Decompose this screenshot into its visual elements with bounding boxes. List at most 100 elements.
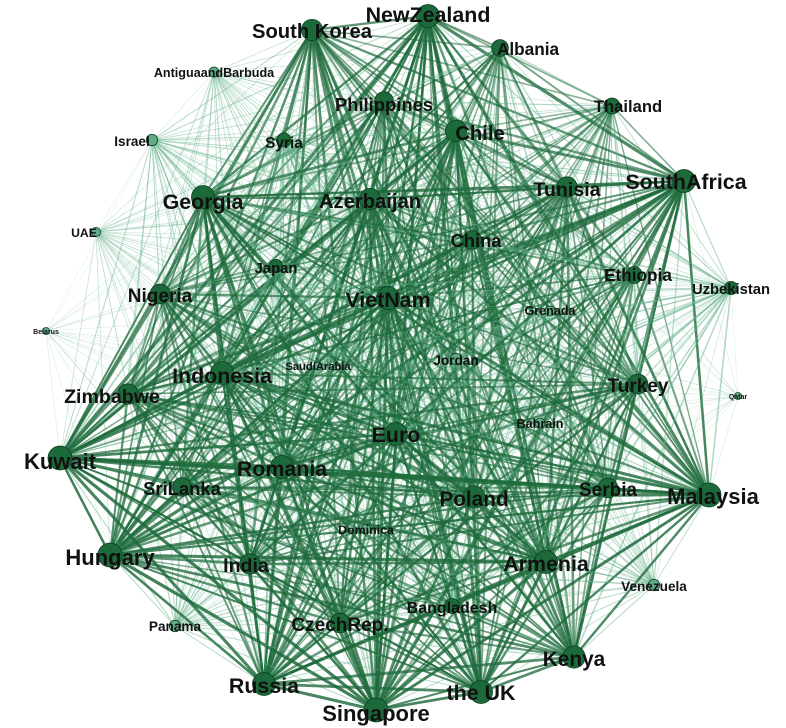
node-southafrica[interactable] — [672, 169, 696, 193]
node-label-israel: Israel — [114, 134, 150, 149]
node-serbia[interactable] — [597, 477, 619, 499]
edge-romania-hungary — [108, 465, 284, 557]
edge-nigeria-hungary — [109, 293, 161, 556]
node-southkorea[interactable] — [300, 18, 323, 42]
node-japan[interactable] — [268, 258, 283, 273]
edge-india-theuk — [249, 563, 482, 693]
node-kuwait[interactable] — [47, 445, 73, 471]
node-jordan[interactable] — [449, 352, 463, 366]
edge-japan-qatar — [275, 265, 739, 397]
edge-poland-bangladesh — [451, 496, 475, 607]
edge-albania-china — [471, 47, 501, 241]
edge-saudiarabia-serbia — [317, 365, 609, 489]
edge-bahrain-euro — [395, 422, 541, 435]
edge-nigeria-vietnam — [158, 292, 390, 300]
edge-turkey-kenya — [572, 382, 640, 659]
edge-india-czechrep — [249, 563, 341, 624]
edge-grenada-singapore — [375, 310, 551, 711]
node-poland[interactable] — [462, 485, 486, 509]
node-grenada[interactable] — [544, 305, 556, 317]
node-chile[interactable] — [444, 120, 467, 143]
edge-saudiarabia-indonesia — [221, 365, 319, 374]
node-armenia[interactable] — [534, 550, 558, 574]
node-belarus[interactable] — [42, 327, 50, 335]
edge-southkorea-tunisia — [310, 28, 569, 189]
node-bahrain[interactable] — [534, 417, 546, 429]
edge-china-venezuela — [471, 239, 655, 586]
node-albania[interactable] — [491, 39, 509, 57]
node-zimbabwe[interactable] — [117, 383, 139, 405]
edge-ethiopia-serbia — [607, 274, 635, 489]
edge-uae-zimbabwe — [95, 231, 129, 395]
edge-azerbaijan-turkey — [368, 197, 640, 386]
edge-romania-poland — [281, 466, 475, 498]
node-label-southafrica: SouthAfrica — [625, 170, 747, 194]
edge-nigeria-jordan — [159, 293, 457, 360]
edge-nigeria-zimbabwe — [126, 292, 162, 396]
node-kenya[interactable] — [562, 645, 586, 669]
node-czechrep[interactable] — [329, 612, 351, 634]
node-hungary[interactable] — [97, 542, 123, 568]
node-uae[interactable] — [91, 226, 102, 237]
node-uzbekistan[interactable] — [724, 280, 739, 295]
edge-nigeria-malaysia — [158, 292, 711, 497]
edge-nigeria-russia — [158, 292, 266, 686]
node-georgia[interactable] — [191, 185, 215, 209]
node-ethiopia[interactable] — [625, 266, 643, 284]
node-euro[interactable] — [384, 422, 408, 446]
edge-indonesia-qatar — [221, 372, 739, 397]
edge-ethiopia-hungary — [109, 274, 635, 556]
edge-panama-singapore — [174, 625, 377, 711]
node-russia[interactable] — [252, 672, 276, 696]
node-malaysia[interactable] — [696, 482, 722, 508]
node-panama[interactable] — [168, 619, 182, 633]
node-antigua[interactable] — [208, 66, 220, 78]
node-saudiarabia[interactable] — [313, 361, 323, 371]
node-china[interactable] — [462, 230, 482, 250]
node-philippines[interactable] — [374, 91, 394, 111]
node-tunisia[interactable] — [556, 176, 578, 198]
node-dominica[interactable] — [360, 523, 372, 535]
node-nigeria[interactable] — [149, 283, 171, 305]
node-singapore[interactable] — [363, 697, 389, 723]
node-romania[interactable] — [270, 455, 294, 479]
edge-grenada-venezuela — [549, 310, 655, 586]
edge-indonesia-armenia — [220, 371, 548, 564]
edge-uzbekistan-venezuela — [653, 287, 732, 586]
node-azerbaijan[interactable] — [358, 187, 381, 210]
edge-uzbekistan-indonesia — [221, 287, 732, 374]
node-venezuela[interactable] — [647, 578, 661, 592]
node-srilanka[interactable] — [172, 477, 192, 497]
edge-uzbekistan-jordan — [455, 287, 732, 360]
node-thailand[interactable] — [603, 97, 621, 115]
node-india[interactable] — [239, 553, 261, 575]
edge-serbia-hungary — [108, 486, 610, 557]
edge-bangladesh-kenya — [451, 605, 575, 658]
edge-albania-uzbekistan — [499, 47, 732, 289]
node-label-singapore: Singapore — [322, 701, 430, 726]
edge-uzbekistan-turkey — [637, 287, 732, 385]
edge-ethiopia-turkey — [633, 274, 639, 385]
node-vietnam[interactable] — [376, 286, 400, 310]
edge-ethiopia-vietnam — [387, 274, 635, 299]
edge-bahrain-russia — [263, 422, 541, 685]
node-syria[interactable] — [276, 132, 292, 148]
edge-georgia-vietnam — [201, 195, 390, 300]
node-theuk[interactable] — [469, 680, 493, 704]
edge-hungary-russia — [108, 553, 266, 686]
node-bangladesh[interactable] — [444, 598, 460, 614]
node-israel[interactable] — [145, 133, 159, 147]
edge-syria-southafrica — [283, 139, 685, 182]
node-indonesia[interactable] — [210, 361, 234, 385]
edge-antigua-syria — [213, 71, 285, 141]
node-label-china: China — [450, 230, 502, 251]
edge-belarus-venezuela — [45, 330, 655, 586]
node-newzealand[interactable] — [416, 4, 440, 28]
node-qatar[interactable] — [734, 392, 742, 400]
edge-philippines-china — [383, 100, 473, 241]
edge-uzbekistan-malaysia — [708, 287, 732, 496]
edge-chile-bangladesh — [451, 130, 457, 607]
edge-czechrep-singapore — [339, 622, 377, 711]
edge-tunisia-azerbaijan — [369, 186, 568, 200]
node-turkey[interactable] — [627, 373, 649, 395]
